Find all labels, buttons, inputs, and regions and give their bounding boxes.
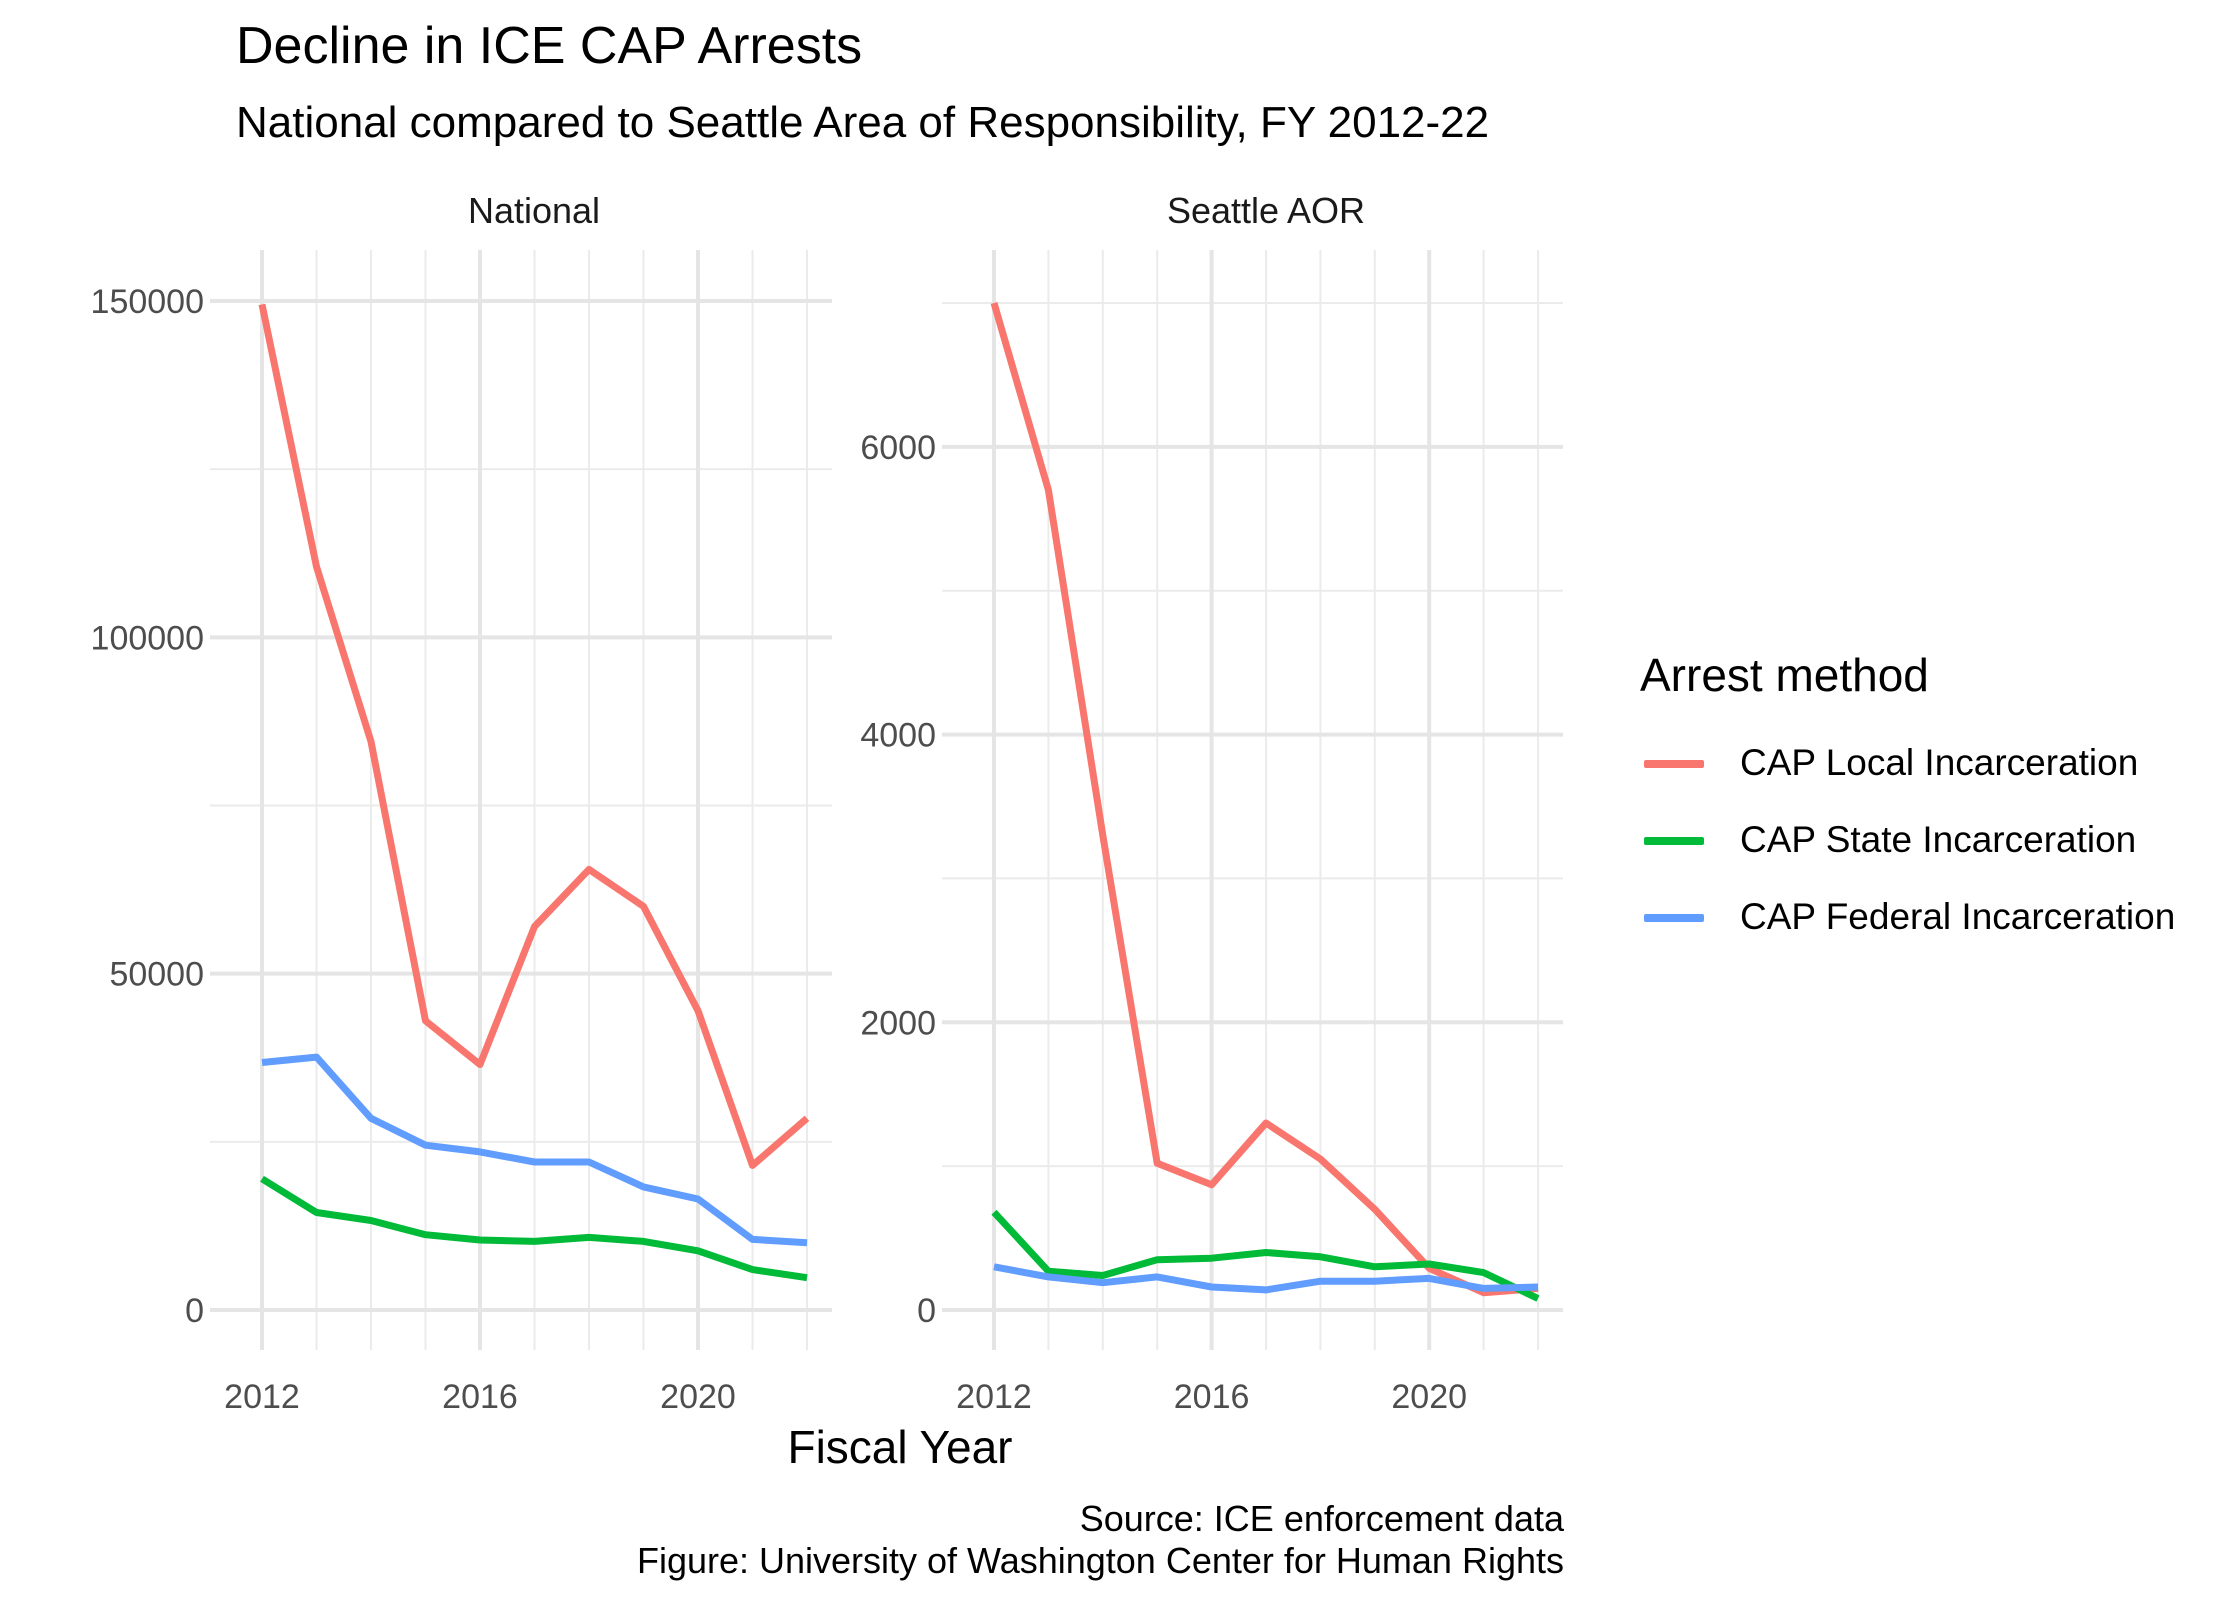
x-tick-label-seattle: 2020 [1391, 1378, 1467, 1416]
legend-label-state: CAP State Incarceration [1740, 819, 2137, 860]
y-tick-label-national: 100000 [91, 619, 204, 657]
caption-credit: Figure: University of Washington Center … [636, 1540, 1564, 1581]
x-axis-title: Fiscal Year [787, 1421, 1013, 1473]
series-line-state-seattle [991, 1209, 1540, 1302]
x-tick-label-seattle: 2012 [956, 1378, 1032, 1416]
x-tick-label-seattle: 2016 [1174, 1378, 1250, 1416]
chart-title: Decline in ICE CAP Arrests [236, 17, 863, 75]
y-tick-label-national: 150000 [91, 283, 204, 321]
x-tick-label-national: 2012 [224, 1378, 300, 1416]
series-line-local-national [258, 303, 810, 1169]
y-tick-label-national: 50000 [109, 956, 204, 994]
series-line-state-national [260, 1175, 808, 1282]
legend-label-federal: CAP Federal Incarceration [1740, 896, 2176, 937]
y-tick-label-national: 0 [185, 1292, 204, 1330]
legend-key-federal [1644, 914, 1704, 922]
legend-key-state [1644, 837, 1704, 845]
chart-subtitle: National compared to Seattle Area of Res… [236, 98, 1490, 147]
facet-label-seattle: Seattle AOR [1166, 190, 1366, 231]
series-line-federal-national [261, 1053, 808, 1247]
series-line-federal-seattle [993, 1263, 1539, 1294]
legend-label-local: CAP Local Incarceration [1740, 742, 2139, 783]
y-tick-label-seattle: 2000 [860, 1004, 936, 1042]
facet-label-national: National [467, 190, 601, 231]
y-tick-label-seattle: 4000 [860, 717, 936, 755]
legend-title: Arrest method [1640, 649, 1929, 701]
caption-source: Source: ICE enforcement data [1079, 1498, 1564, 1539]
y-tick-label-seattle: 0 [917, 1292, 936, 1330]
series-line-local-seattle [990, 302, 1539, 1297]
y-tick-label-seattle: 6000 [860, 429, 936, 467]
x-tick-label-national: 2016 [442, 1378, 518, 1416]
legend-key-local [1644, 760, 1704, 768]
x-tick-label-national: 2020 [660, 1378, 736, 1416]
